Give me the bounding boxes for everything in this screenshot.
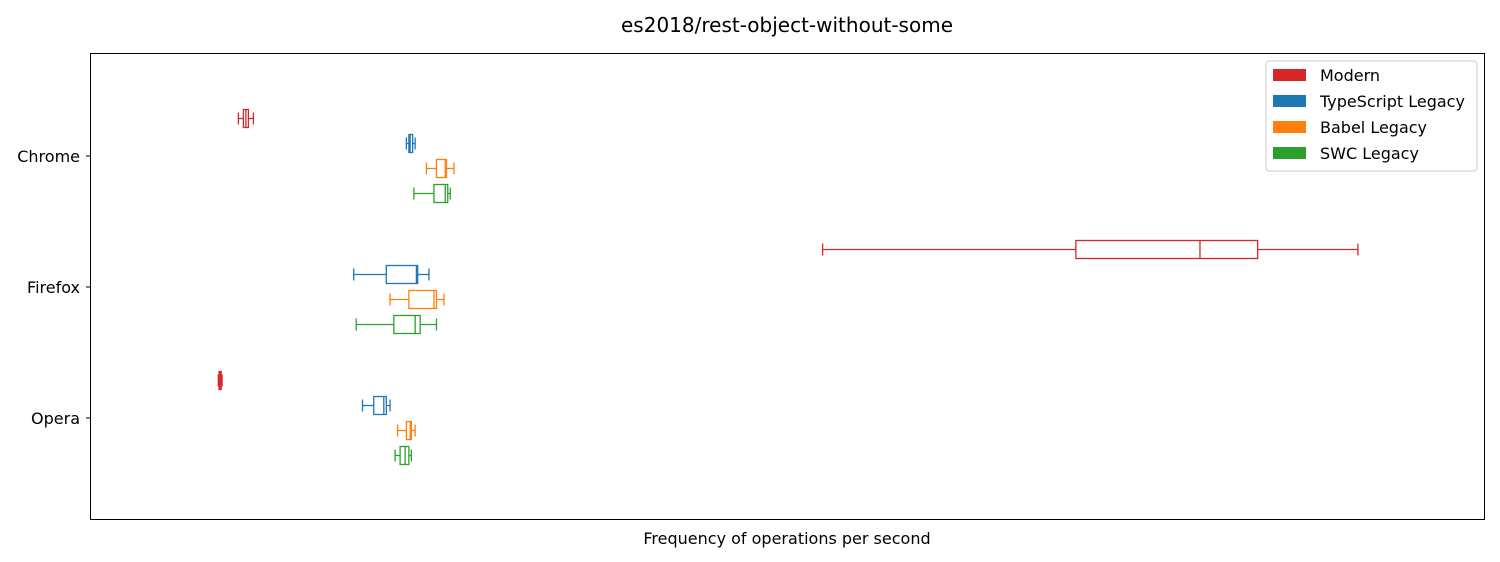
box-iqr	[1075, 239, 1259, 260]
box-iqr	[405, 420, 413, 441]
legend-label-babel-legacy: Babel Legacy	[1320, 118, 1427, 137]
legend-swatch-swc-legacy	[1273, 147, 1306, 159]
box-swc-legacy-opera	[394, 445, 413, 466]
plot-area	[217, 108, 1359, 466]
box-iqr	[408, 289, 438, 310]
box-swc-legacy-chrome	[413, 183, 451, 204]
y-axis: Chrome Firefox Opera	[17, 147, 91, 428]
legend-frame	[1265, 60, 1478, 172]
legend-label-modern: Modern	[1320, 66, 1380, 85]
box-modern-chrome	[237, 108, 255, 129]
box-iqr	[385, 264, 419, 285]
y-tick-label: Firefox	[27, 278, 80, 297]
y-tick-label: Opera	[31, 409, 80, 428]
box-iqr	[373, 395, 387, 416]
x-axis-label: Frequency of operations per second	[643, 529, 930, 548]
box-modern-opera	[217, 370, 223, 391]
box-babel-legacy-firefox	[389, 289, 445, 310]
box-typescript-legacy-opera	[361, 395, 391, 416]
box-iqr	[393, 314, 421, 335]
legend-swatch-babel-legacy	[1273, 121, 1306, 133]
y-tick-label: Chrome	[17, 147, 80, 166]
box-babel-legacy-chrome	[425, 158, 455, 179]
legend-label-swc-legacy: SWC Legacy	[1320, 144, 1419, 163]
box-iqr	[433, 183, 449, 204]
box-typescript-legacy-firefox	[353, 264, 430, 285]
box-babel-legacy-opera	[396, 420, 416, 441]
box-modern-firefox	[821, 239, 1359, 260]
legend: Modern TypeScript Legacy Babel Legacy SWC L…	[1265, 60, 1478, 172]
box-iqr	[435, 158, 448, 179]
legend-swatch-typescript-legacy	[1273, 95, 1306, 107]
legend-swatch-modern	[1273, 69, 1306, 81]
chart-title: es2018/rest-object-without-some	[621, 13, 953, 37]
legend-label-typescript-legacy: TypeScript Legacy	[1319, 92, 1465, 111]
box-typescript-legacy-chrome	[405, 133, 416, 154]
box-swc-legacy-firefox	[355, 314, 438, 335]
